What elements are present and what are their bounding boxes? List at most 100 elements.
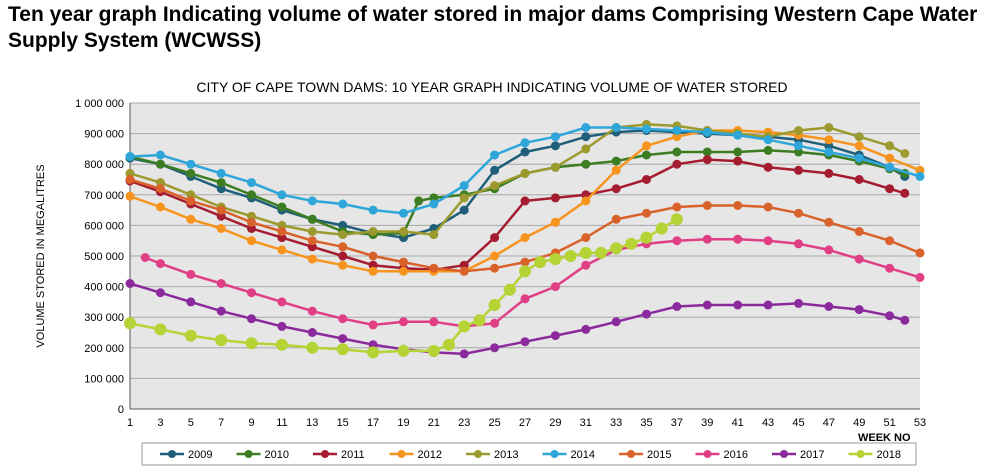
legend-item-2014: 2014 xyxy=(542,449,595,461)
data-point-2016 xyxy=(854,254,864,264)
x-tick-label: 43 xyxy=(762,417,774,429)
data-point-2012 xyxy=(490,251,500,261)
data-point-2014 xyxy=(550,132,560,142)
data-point-2016 xyxy=(368,320,378,330)
data-point-2018 xyxy=(458,320,471,333)
data-point-2017 xyxy=(702,300,712,310)
data-point-2013 xyxy=(307,227,317,236)
data-point-2013 xyxy=(338,230,348,240)
data-point-2018 xyxy=(625,237,638,250)
x-tick-label: 31 xyxy=(580,417,592,429)
data-point-2017 xyxy=(307,328,317,337)
page-heading: Ten year graph Indicating volume of wate… xyxy=(8,3,978,52)
x-tick-label: 11 xyxy=(276,417,287,429)
data-point-2016 xyxy=(399,317,408,327)
data-point-2018 xyxy=(534,256,547,269)
data-point-2012 xyxy=(277,245,287,255)
data-point-2016 xyxy=(277,297,287,307)
data-point-2017 xyxy=(247,314,256,324)
data-point-2011 xyxy=(611,184,621,194)
legend-swatch-marker xyxy=(168,450,176,458)
data-point-2010 xyxy=(186,168,196,178)
data-point-2018 xyxy=(519,265,531,278)
data-point-2014 xyxy=(490,150,500,160)
data-point-2012 xyxy=(216,224,226,233)
data-point-2016 xyxy=(672,236,682,246)
data-point-2018 xyxy=(488,299,501,311)
data-point-2012 xyxy=(155,202,165,212)
data-point-2011 xyxy=(885,184,895,194)
data-point-2015 xyxy=(216,205,226,215)
y-tick-label: 1 000 000 xyxy=(75,98,124,110)
data-point-2011 xyxy=(338,251,348,261)
data-point-2017 xyxy=(763,300,773,310)
data-point-2016 xyxy=(429,317,439,327)
data-point-2016 xyxy=(307,306,317,316)
series-2018 xyxy=(124,213,683,359)
data-point-2010 xyxy=(277,202,287,212)
data-point-2009 xyxy=(581,132,591,142)
data-point-2015 xyxy=(702,201,712,210)
x-axis: 1 3 5 7 9 11 13 15 17 19 21 23 25 27 29 31 33 35 37 39 41 43 4… xyxy=(127,408,926,429)
legend-swatch-marker xyxy=(550,450,559,458)
legend-item-2015: 2015 xyxy=(619,449,671,461)
data-point-2014 xyxy=(155,150,165,160)
y-tick-label: 500 000 xyxy=(84,251,124,263)
data-point-2009 xyxy=(459,205,469,215)
data-point-2011 xyxy=(490,233,500,243)
data-point-2015 xyxy=(763,202,773,212)
data-point-2011 xyxy=(824,168,834,178)
legend-swatch-marker xyxy=(397,450,406,458)
legend-swatch-marker xyxy=(244,450,253,458)
x-tick-label: 19 xyxy=(397,417,409,429)
data-point-2017 xyxy=(900,315,910,325)
data-point-2014 xyxy=(824,147,834,157)
data-point-2017 xyxy=(854,305,864,315)
x-tick-label: 5 xyxy=(188,417,194,429)
data-point-2014 xyxy=(581,123,591,132)
data-point-2014 xyxy=(125,152,135,162)
data-point-2013 xyxy=(368,227,378,236)
data-point-2014 xyxy=(672,126,682,135)
legend-item-2011: 2011 xyxy=(313,449,365,461)
data-point-2013 xyxy=(794,126,803,135)
data-point-2011 xyxy=(854,175,864,184)
data-point-2016 xyxy=(186,269,196,279)
data-point-2012 xyxy=(550,217,560,227)
data-point-2014 xyxy=(429,199,439,209)
y-tick-label: 300 000 xyxy=(84,312,124,324)
x-tick-label: 35 xyxy=(640,417,652,429)
data-point-2015 xyxy=(155,184,165,194)
legend-label: 2015 xyxy=(647,449,671,461)
data-point-2018 xyxy=(670,213,683,226)
legend-label: 2009 xyxy=(188,449,212,461)
x-tick-label: 29 xyxy=(549,417,561,429)
data-point-2012 xyxy=(672,132,682,142)
data-point-2011 xyxy=(642,175,651,184)
data-point-2018 xyxy=(655,222,668,235)
legend-label: 2013 xyxy=(494,449,518,461)
legend-item-2012: 2012 xyxy=(389,449,442,461)
data-point-2010 xyxy=(414,196,424,206)
data-point-2017 xyxy=(459,349,469,359)
data-point-2012 xyxy=(520,233,530,243)
legend-item-2018: 2018 xyxy=(848,449,901,461)
data-point-2018 xyxy=(154,323,167,336)
data-point-2018 xyxy=(579,246,592,259)
data-point-2012 xyxy=(824,135,834,145)
data-point-2013 xyxy=(490,181,500,191)
data-point-2014 xyxy=(642,124,651,134)
y-tick-label: 900 000 xyxy=(84,129,124,141)
data-point-2017 xyxy=(520,337,530,347)
data-point-2015 xyxy=(885,236,895,246)
data-point-2010 xyxy=(642,150,651,160)
legend-label: 2011 xyxy=(341,449,365,461)
data-point-2011 xyxy=(520,196,530,206)
data-point-2015 xyxy=(125,175,135,184)
data-point-2012 xyxy=(854,141,864,151)
data-point-2010 xyxy=(611,156,621,166)
data-point-2017 xyxy=(885,311,895,321)
data-point-2013 xyxy=(399,227,408,236)
x-tick-label: 3 xyxy=(157,417,163,429)
data-point-2016 xyxy=(216,279,226,288)
